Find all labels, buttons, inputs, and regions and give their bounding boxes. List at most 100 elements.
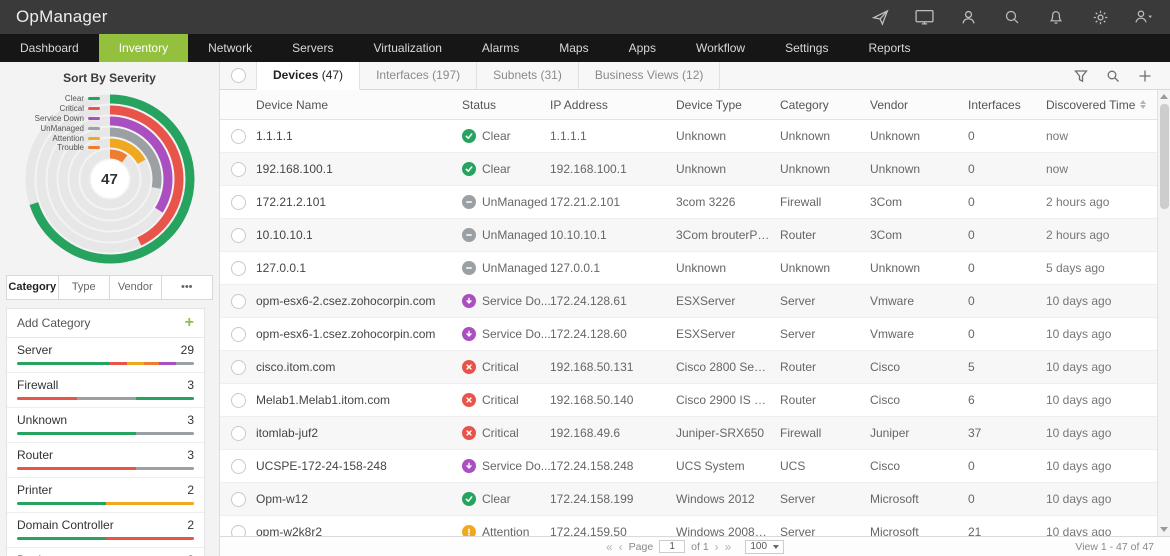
device-type: 3Com brouterPlat...	[676, 228, 780, 242]
device-name[interactable]: cisco.itom.com	[256, 360, 336, 374]
category-severity-bar	[17, 537, 194, 540]
user-account-icon[interactable]	[1134, 8, 1154, 26]
sort-arrows-icon[interactable]	[1140, 100, 1147, 109]
device-name[interactable]: UCSPE-172-24-158-248	[256, 459, 387, 473]
nav-item-workflow[interactable]: Workflow	[695, 41, 746, 55]
table-row[interactable]: 192.168.100.1 Clear 192.168.100.1 Unknown Un…	[220, 153, 1170, 186]
nav-item-settings[interactable]: Settings	[785, 41, 829, 55]
vertical-scrollbar[interactable]	[1157, 90, 1170, 536]
column-header-vendor[interactable]: Vendor	[870, 98, 968, 112]
table-row[interactable]: 10.10.10.1 UnManaged 10.10.10.1 3Com broute…	[220, 219, 1170, 252]
table-row[interactable]: itomlab-juf2 Critical 192.168.49.6 Juniper-…	[220, 417, 1170, 450]
row-checkbox[interactable]	[230, 392, 246, 408]
device-name[interactable]: Melab1.Melab1.itom.com	[256, 393, 391, 407]
device-name[interactable]: 127.0.0.1	[256, 261, 307, 275]
device-name[interactable]: opm-esx6-1.csez.zohocorpin.com	[256, 327, 436, 341]
launch-icon[interactable]	[870, 8, 890, 26]
group-tab-vendor[interactable]: Vendor	[110, 275, 162, 300]
table-row[interactable]: opm-esx6-1.csez.zohocorpin.com Service Do…	[220, 318, 1170, 351]
add-category-plus-icon[interactable]: +	[184, 314, 194, 331]
support-icon[interactable]	[958, 8, 978, 26]
row-checkbox[interactable]	[230, 227, 246, 243]
device-ip: 172.21.2.101	[550, 195, 621, 209]
prev-page-button[interactable]: ‹	[618, 539, 623, 554]
category-row-unknown[interactable]: Unknown 3	[7, 408, 204, 443]
row-checkbox[interactable]	[230, 161, 246, 177]
nav-item-dashboard[interactable]: Dashboard	[20, 41, 79, 55]
device-name[interactable]: Opm-w12	[256, 492, 309, 506]
settings-gear-icon[interactable]	[1090, 8, 1110, 26]
nav-item-alarms[interactable]: Alarms	[481, 41, 520, 55]
category-row-desktop[interactable]: Desktop 2	[7, 548, 204, 556]
row-checkbox[interactable]	[230, 326, 246, 342]
device-name[interactable]: opm-w2k8r2	[256, 525, 323, 536]
device-name[interactable]: 172.21.2.101	[256, 195, 327, 209]
filter-icon[interactable]	[1074, 69, 1088, 83]
nav-item-maps[interactable]: Maps	[559, 41, 589, 55]
row-checkbox[interactable]	[230, 260, 246, 276]
group-tab-type[interactable]: Type	[58, 275, 110, 300]
last-page-button[interactable]: »	[724, 539, 732, 554]
table-search-icon[interactable]	[1106, 69, 1120, 83]
tab-business-views[interactable]: Business Views (12)	[579, 62, 721, 89]
table-row[interactable]: Opm-w12 Clear 172.24.158.199 Windows 2012 Se…	[220, 483, 1170, 516]
add-device-icon[interactable]	[1138, 69, 1152, 83]
add-category-row[interactable]: Add Category +	[7, 309, 204, 338]
nav-item-servers[interactable]: Servers	[292, 41, 334, 55]
category-row-router[interactable]: Router 3	[7, 443, 204, 478]
nav-item-reports[interactable]: Reports	[868, 41, 911, 55]
tab-subnets[interactable]: Subnets (31)	[477, 62, 579, 89]
table-row[interactable]: cisco.itom.com Critical 192.168.50.131 Cisc…	[220, 351, 1170, 384]
category-row-printer[interactable]: Printer 2	[7, 478, 204, 513]
group-tab-category[interactable]: Category	[6, 275, 59, 300]
category-row-firewall[interactable]: Firewall 3	[7, 373, 204, 408]
page-size-select[interactable]: 100	[745, 539, 785, 554]
row-checkbox[interactable]	[230, 524, 246, 536]
device-name[interactable]: 1.1.1.1	[256, 129, 293, 143]
category-row-server[interactable]: Server 29	[7, 338, 204, 373]
notifications-icon[interactable]	[1046, 8, 1066, 26]
device-name[interactable]: 10.10.10.1	[256, 228, 313, 242]
nav-item-virtualization[interactable]: Virtualization	[373, 41, 442, 55]
row-checkbox[interactable]	[230, 491, 246, 507]
nav-item-apps[interactable]: Apps	[628, 41, 656, 55]
device-name[interactable]: opm-esx6-2.csez.zohocorpin.com	[256, 294, 436, 308]
device-name[interactable]: 192.168.100.1	[256, 162, 333, 176]
tab-devices[interactable]: Devices (47)	[256, 62, 361, 90]
first-page-button[interactable]: «	[605, 539, 613, 554]
row-checkbox[interactable]	[230, 359, 246, 375]
table-row[interactable]: 127.0.0.1 UnManaged 127.0.0.1 Unknown Unknow…	[220, 252, 1170, 285]
row-checkbox[interactable]	[230, 128, 246, 144]
scrollbar-thumb[interactable]	[1159, 104, 1169, 209]
group-tab-more[interactable]: •••	[161, 275, 213, 300]
scroll-down-icon[interactable]	[1160, 527, 1168, 532]
row-checkbox[interactable]	[230, 194, 246, 210]
category-row-domain-controller[interactable]: Domain Controller 2	[7, 513, 204, 548]
search-icon[interactable]	[1002, 8, 1022, 26]
page-number-input[interactable]	[659, 540, 686, 553]
scroll-up-icon[interactable]	[1160, 94, 1168, 99]
table-row[interactable]: 1.1.1.1 Clear 1.1.1.1 Unknown Unknown Unknown…	[220, 120, 1170, 153]
row-checkbox[interactable]	[230, 425, 246, 441]
table-row[interactable]: opm-w2k8r2 Attention 172.24.159.50 Windows …	[220, 516, 1170, 536]
table-row[interactable]: UCSPE-172-24-158-248 Service Do... 172.24.…	[220, 450, 1170, 483]
table-row[interactable]: Melab1.Melab1.itom.com Critical 192.168.50…	[220, 384, 1170, 417]
table-row[interactable]: opm-esx6-2.csez.zohocorpin.com Service Do…	[220, 285, 1170, 318]
column-header-interfaces[interactable]: Interfaces	[968, 98, 1046, 112]
select-all-checkbox[interactable]	[230, 68, 246, 83]
nav-item-network[interactable]: Network	[208, 41, 253, 55]
nav-item-inventory[interactable]: Inventory	[98, 34, 189, 62]
column-header-device-type[interactable]: Device Type	[676, 98, 780, 112]
tab-interfaces[interactable]: Interfaces (197)	[360, 62, 478, 89]
remote-screen-icon[interactable]	[914, 8, 934, 26]
column-header-device-name[interactable]: Device Name	[256, 98, 462, 112]
column-header-ip-address[interactable]: IP Address	[550, 98, 676, 112]
column-header-discovered-time[interactable]: Discovered Time	[1046, 98, 1170, 112]
column-header-status[interactable]: Status	[462, 98, 550, 112]
device-name[interactable]: itomlab-juf2	[256, 426, 319, 440]
row-checkbox[interactable]	[230, 458, 246, 474]
next-page-button[interactable]: ›	[714, 539, 719, 554]
table-row[interactable]: 172.21.2.101 UnManaged 172.21.2.101 3com 32…	[220, 186, 1170, 219]
row-checkbox[interactable]	[230, 293, 246, 309]
column-header-category[interactable]: Category	[780, 98, 870, 112]
